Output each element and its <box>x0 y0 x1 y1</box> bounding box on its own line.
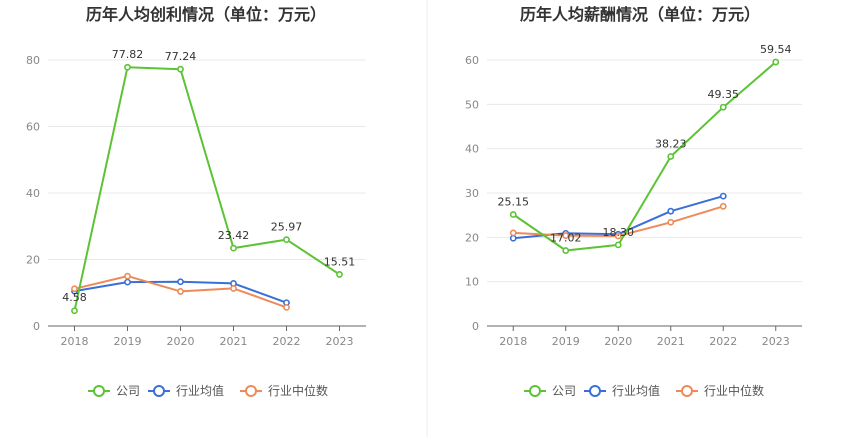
y-tick-label: 40 <box>26 187 40 200</box>
data-point-company[interactable] <box>667 153 675 160</box>
legend-label: 公司 <box>552 384 576 398</box>
data-point-industry-avg[interactable] <box>124 278 131 286</box>
legend-label: 公司 <box>116 384 140 398</box>
y-tick-label: 80 <box>26 54 40 67</box>
chart-2: 历年人均薪酬情况（单位：万元） 0 10 20 30 40 50 60 2018 2019 2020… <box>465 5 802 348</box>
legend-item-company[interactable]: 公司 <box>524 384 576 398</box>
data-point-company[interactable] <box>336 271 343 278</box>
y-tick-label: 60 <box>465 54 479 67</box>
data-point-industry-median[interactable] <box>124 272 131 280</box>
data-point-company[interactable] <box>719 103 727 111</box>
data-label: 15.51 <box>324 255 356 268</box>
x-tick-label: 2022 <box>709 335 737 348</box>
data-point-company[interactable] <box>230 244 237 252</box>
data-point-company[interactable] <box>614 241 622 249</box>
data-point-company[interactable] <box>124 63 131 71</box>
data-point-industry-median[interactable] <box>283 303 290 311</box>
chart-title: 历年人均创利情况（单位：万元） <box>86 5 326 24</box>
data-label: 4.58 <box>62 291 87 304</box>
x-tick-label: 2019 <box>114 335 142 348</box>
data-point-industry-median[interactable] <box>71 285 78 293</box>
data-point-company[interactable] <box>562 247 570 254</box>
series-line-company <box>73 66 341 312</box>
y-tick-label: 60 <box>26 121 40 134</box>
data-point-industry-median[interactable] <box>667 218 675 226</box>
legend-item-industry-avg[interactable]: 行业均值 <box>148 383 224 398</box>
legend-2: 公司 行业均值 行业中位数 <box>524 383 764 398</box>
y-tick-label: 20 <box>465 231 479 244</box>
data-point-industry-avg[interactable] <box>719 192 727 200</box>
legend-label: 行业中位数 <box>704 383 764 398</box>
legend-swatch-marker <box>589 385 601 397</box>
legend-swatch-marker <box>245 385 257 397</box>
legend-swatch-marker <box>93 385 105 397</box>
x-tick-label: 2019 <box>552 335 580 348</box>
data-label: 23.42 <box>218 229 250 242</box>
data-point-industry-median[interactable] <box>177 288 184 295</box>
legend-1: 公司 行业均值 行业中位数 <box>88 383 328 398</box>
data-point-company[interactable] <box>509 211 517 218</box>
y-tick-label: 40 <box>465 143 479 156</box>
data-point-company[interactable] <box>283 236 290 244</box>
data-label: 25.97 <box>271 221 303 234</box>
series-line-company <box>512 61 777 252</box>
x-tick-label: 2020 <box>167 335 195 348</box>
x-tick-label: 2023 <box>762 335 790 348</box>
legend-item-industry-avg[interactable]: 行业均值 <box>584 383 660 398</box>
x-tick-label: 2021 <box>657 335 685 348</box>
data-point-industry-median[interactable] <box>509 229 517 237</box>
x-tick-label: 2020 <box>604 335 632 348</box>
y-tick-label: 10 <box>465 276 479 289</box>
legend-swatch-marker <box>529 385 541 397</box>
legend-swatch-marker <box>681 385 693 397</box>
data-point-industry-avg[interactable] <box>509 234 517 242</box>
data-label: 77.82 <box>112 48 144 61</box>
data-label: 25.15 <box>498 196 530 209</box>
legend-label: 行业均值 <box>176 383 224 398</box>
data-point-company[interactable] <box>772 58 780 66</box>
x-tick-label: 2023 <box>326 335 354 348</box>
chart-1: 历年人均创利情况（单位：万元） 0 20 40 60 80 2018 2019 2020 2021… <box>26 5 366 348</box>
x-tick-label: 2018 <box>499 335 527 348</box>
data-point-industry-median[interactable] <box>719 202 727 210</box>
data-point-industry-median[interactable] <box>230 285 237 292</box>
y-tick-label: 20 <box>26 254 40 267</box>
x-tick-label: 2018 <box>61 335 89 348</box>
data-point-industry-median[interactable] <box>562 232 570 239</box>
data-point-company[interactable] <box>177 65 184 73</box>
data-label: 77.24 <box>165 50 197 63</box>
data-point-industry-median[interactable] <box>614 232 622 240</box>
data-point-industry-avg[interactable] <box>667 207 675 215</box>
legend-item-industry-median[interactable]: 行业中位数 <box>676 383 764 398</box>
data-label: 17.02 <box>550 232 582 245</box>
chart-title: 历年人均薪酬情况（单位：万元） <box>520 5 760 24</box>
legend-item-company[interactable]: 公司 <box>88 384 140 398</box>
legend-item-industry-median[interactable]: 行业中位数 <box>240 383 328 398</box>
data-point-company[interactable] <box>71 307 78 315</box>
x-tick-label: 2021 <box>220 335 248 348</box>
data-point-industry-avg[interactable] <box>177 278 184 286</box>
data-label: 18.30 <box>603 226 635 239</box>
y-tick-label: 0 <box>472 320 479 333</box>
data-label: 49.35 <box>708 88 740 101</box>
legend-label: 行业中位数 <box>268 383 328 398</box>
y-tick-label: 30 <box>465 187 479 200</box>
legend-swatch-marker <box>153 385 165 397</box>
data-label: 38.23 <box>655 138 687 151</box>
legend-label: 行业均值 <box>612 383 660 398</box>
data-label: 59.54 <box>760 43 792 56</box>
x-tick-label: 2022 <box>273 335 301 348</box>
y-tick-label: 50 <box>465 98 479 111</box>
y-tick-label: 0 <box>33 320 40 333</box>
